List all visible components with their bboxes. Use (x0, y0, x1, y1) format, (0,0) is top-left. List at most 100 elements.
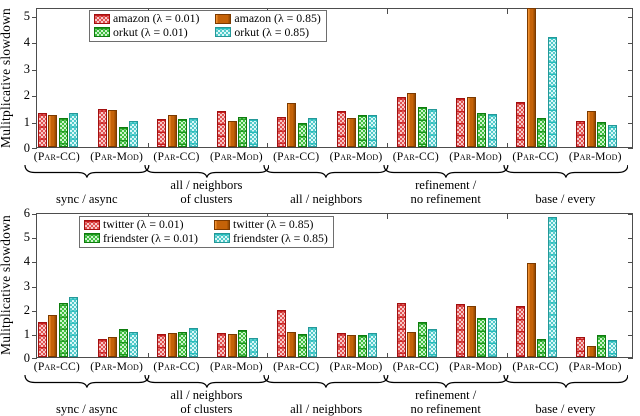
legend-bottom: twitter (λ = 0.01) twitter (λ = 0.85) frie… (79, 216, 334, 248)
group-label: sync / async (56, 191, 118, 206)
legend-label: amazon (λ = 0.01) (113, 11, 200, 25)
bar-orange-cluster-0 (48, 115, 58, 147)
y-tick-mark (32, 310, 37, 312)
x-tick-label: (Par-Mod) (209, 150, 263, 163)
bar-orange-cluster-5 (347, 335, 357, 357)
x-tick-mark (386, 9, 388, 14)
y-tick-mark (32, 16, 37, 18)
group-label: base / every (535, 401, 596, 416)
group-label: sync / async (56, 401, 118, 416)
bar-red-cluster-0 (37, 322, 47, 357)
legend-label: orkut (λ = 0.85) (234, 24, 310, 39)
x-tick-label: (Par-CC) (512, 360, 559, 373)
group-label: all / neighbors (290, 191, 363, 206)
y-tick-label: 0 (23, 141, 30, 155)
x-tick-mark (386, 353, 388, 358)
legend-item: orkut (λ = 0.01) (94, 24, 199, 40)
x-tick-label: (Par-CC) (273, 150, 320, 163)
group-brace-icon (24, 374, 150, 388)
y-tick-label: 5 (23, 8, 30, 23)
y-tick-mark (628, 262, 633, 264)
y-tick-mark (32, 238, 37, 240)
bar-orange-cluster-6 (407, 92, 417, 147)
x-tick-mark (386, 143, 388, 148)
y-tick-label: 1 (23, 114, 30, 129)
bar-orange-cluster-7 (466, 96, 476, 147)
bar-cyan-cluster-1 (129, 120, 138, 147)
plot-area-top (32, 8, 633, 149)
bar-red-cluster-7 (456, 98, 466, 147)
bar-red-cluster-3 (217, 111, 227, 147)
y-tick-mark (628, 122, 633, 124)
bar-red-cluster-7 (456, 303, 466, 357)
x-tick-label: (Par-CC) (392, 150, 439, 163)
bar-cyan-cluster-7 (487, 114, 497, 147)
bar-green-cluster-3 (238, 330, 248, 357)
x-tick-label: (Par-Mod) (329, 150, 383, 163)
x-tick-label: (Par-Mod) (209, 360, 263, 373)
y-tick-mark (32, 262, 37, 264)
x-tick-label: (Par-Mod) (90, 150, 144, 163)
y-tick-mark (32, 358, 37, 359)
bar-orange-cluster-9 (586, 111, 596, 147)
bar-cyan-cluster-8 (547, 216, 557, 357)
x-tick-label: (Par-Mod) (329, 360, 383, 373)
x-tick-mark (386, 214, 388, 219)
x-tick-mark (506, 353, 508, 358)
bar-green-cluster-7 (477, 112, 487, 147)
bar-red-cluster-1 (97, 108, 107, 147)
group-label: all / neighbors of clusters (170, 178, 243, 206)
bar-red-cluster-0 (37, 112, 47, 147)
orange-swatch-icon (213, 219, 230, 230)
y-tick-mark (32, 214, 37, 215)
bar-cyan-cluster-8 (547, 37, 557, 147)
y-tick-mark (32, 286, 37, 288)
bar-red-cluster-5 (336, 332, 346, 357)
group-label: refinement / no refinement (410, 178, 481, 206)
x-tick-label: (Par-CC) (512, 150, 559, 163)
y-tick-mark (32, 43, 37, 45)
legend-label: twitter (λ = 0.01) (103, 217, 184, 231)
legend-item: twitter (λ = 0.01) (84, 217, 198, 232)
bar-green-cluster-9 (597, 121, 606, 147)
y-tick-label: 2 (23, 88, 30, 103)
bar-green-cluster-3 (238, 116, 248, 147)
y-tick-label: 6 (23, 206, 30, 220)
bar-orange-cluster-2 (167, 115, 177, 147)
green-swatch-icon (94, 27, 110, 38)
bar-orange-cluster-7 (466, 306, 476, 357)
x-tick-label: (Par-CC) (153, 360, 200, 373)
y-tick-mark (628, 16, 633, 18)
bar-green-cluster-1 (118, 127, 128, 147)
legend-label: orkut (λ = 0.01) (113, 24, 188, 39)
x-tick-mark (267, 143, 269, 148)
bar-orange-cluster-1 (108, 336, 117, 357)
y-tick-mark (32, 148, 37, 149)
bar-orange-cluster-8 (526, 262, 536, 357)
x-tick-mark (267, 353, 269, 358)
bar-red-cluster-8 (516, 306, 526, 357)
bar-orange-cluster-2 (167, 332, 177, 357)
bar-cyan-cluster-6 (428, 108, 438, 147)
bar-green-cluster-8 (537, 338, 547, 357)
group-label: refinement / no refinement (410, 388, 481, 416)
legend-label: amazon (λ = 0.85) (234, 11, 321, 25)
bar-green-cluster-5 (357, 335, 367, 357)
y-tick-label: 1 (23, 326, 30, 341)
bar-cyan-cluster-4 (308, 326, 318, 357)
bar-green-cluster-0 (58, 302, 68, 357)
bar-red-cluster-6 (396, 302, 406, 357)
y-tick-mark (628, 310, 633, 312)
bar-orange-cluster-1 (108, 110, 117, 147)
y-tick-mark (628, 238, 633, 240)
y-tick-label: 0 (23, 351, 30, 365)
bar-cyan-cluster-9 (607, 124, 617, 147)
y-tick-mark (628, 43, 633, 45)
group-brace-icon (263, 374, 389, 388)
legend-label: friendster (λ = 0.85) (232, 230, 328, 245)
legend-top: amazon (λ = 0.01) amazon (λ = 0.85) orkut … (89, 10, 327, 42)
y-tick-mark (628, 96, 633, 98)
y-tick-label: 3 (23, 278, 30, 293)
legend-item: twitter (λ = 0.85) (213, 217, 328, 232)
